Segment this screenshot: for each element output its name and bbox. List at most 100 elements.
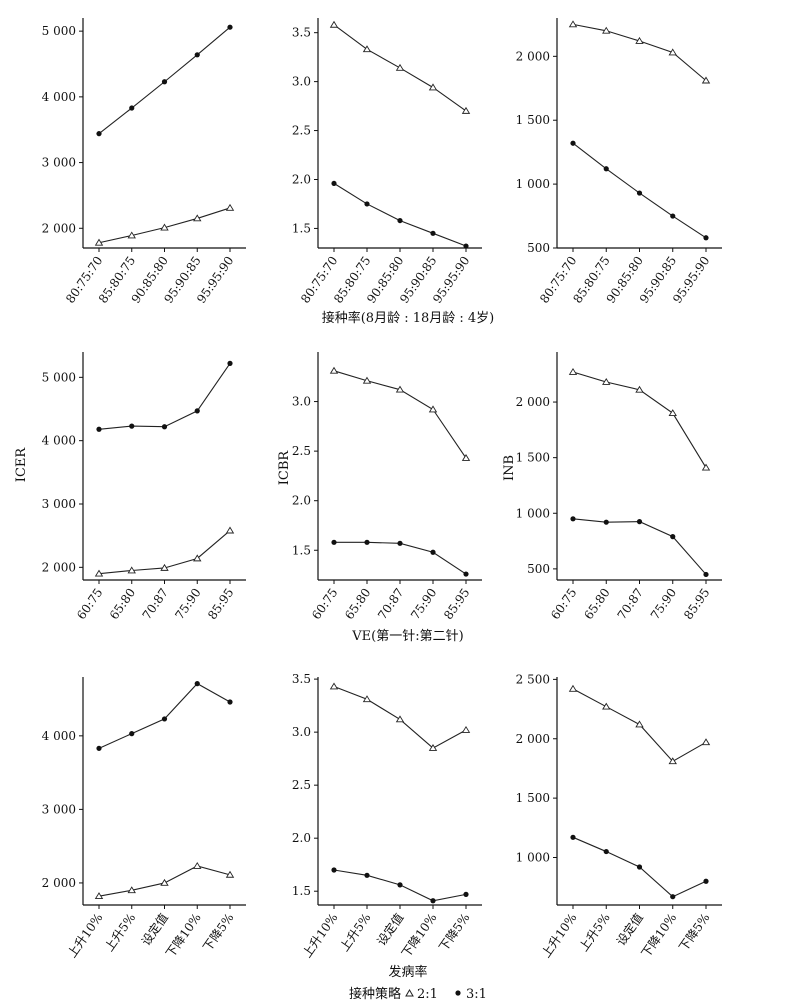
series-line-3-1 <box>98 363 231 430</box>
x-tick-label: 上升5% <box>102 911 138 954</box>
data-point-2-1 <box>160 223 169 231</box>
data-point-2-1 <box>362 695 372 703</box>
y-tick-label: 2 000 <box>516 49 550 63</box>
data-point-3-1 <box>161 716 168 722</box>
y-tick-label: 5 000 <box>42 370 76 384</box>
y-tick-label: 1 500 <box>516 791 550 805</box>
y-tick-label: 4 000 <box>42 434 76 448</box>
data-point-3-1 <box>570 516 576 522</box>
data-point-2-1 <box>428 405 438 413</box>
x-tick-label: 65:80 <box>107 586 138 622</box>
x-tick-label: 85:95 <box>205 586 236 622</box>
data-point-3-1 <box>670 894 676 900</box>
data-point-2-1 <box>635 36 644 44</box>
x-tick-label: 下降5% <box>436 911 472 954</box>
x-tick-label: 65:80 <box>581 586 612 622</box>
x-tick-label: 60:75 <box>309 586 340 622</box>
x-tick-label: 70:87 <box>615 586 646 622</box>
data-point-3-1 <box>703 235 709 241</box>
row-label-vaccination-rate: 接种率(8月龄 : 18月龄 : 4岁) <box>322 310 495 326</box>
data-point-2-1 <box>395 63 405 71</box>
y-tick-label: 1.5 <box>292 884 311 898</box>
data-point-2-1 <box>160 563 169 571</box>
data-point-2-1 <box>602 26 611 34</box>
data-point-3-1 <box>430 549 436 555</box>
data-point-2-1 <box>362 376 372 384</box>
y-tick-label: 2 000 <box>516 732 550 746</box>
data-point-2-1 <box>94 892 104 900</box>
data-point-3-1 <box>364 201 370 207</box>
data-point-2-1 <box>701 463 711 471</box>
data-point-2-1 <box>428 743 438 751</box>
y-tick-label: 2.5 <box>292 124 311 138</box>
data-point-3-1 <box>670 213 676 219</box>
x-tick-label: 60:75 <box>548 586 579 622</box>
legend-triangle-icon <box>405 989 414 997</box>
data-point-3-1 <box>129 423 135 429</box>
y-tick-label: 2 000 <box>516 395 550 409</box>
y-tick-label: 2 000 <box>42 876 76 890</box>
data-point-3-1 <box>397 217 403 224</box>
data-point-3-1 <box>670 534 676 540</box>
data-point-3-1 <box>161 79 168 85</box>
data-point-2-1 <box>395 715 405 723</box>
legend: 接种策略 2:1 3:1 <box>349 986 487 1002</box>
data-point-3-1 <box>703 878 709 884</box>
y-tick-label: 2.5 <box>292 778 311 792</box>
x-tick-label: 上升10% <box>300 911 341 961</box>
y-tick-label: 1 000 <box>516 851 550 865</box>
panel-r2-c1: 2 000 3 000 4 000 5 000 60:75 65:80 70:87 75:90… <box>42 352 246 622</box>
data-point-3-1 <box>227 699 233 705</box>
y-tick-label: 2.0 <box>292 172 311 186</box>
data-point-2-1 <box>94 238 104 246</box>
data-point-2-1 <box>701 738 711 746</box>
data-point-3-1 <box>463 891 469 897</box>
data-point-3-1 <box>430 898 436 904</box>
x-tick-label: 上升5% <box>337 911 373 954</box>
y-tick-label: 2.0 <box>292 494 311 508</box>
y-tick-label: 2.5 <box>292 444 311 458</box>
data-point-2-1 <box>193 214 202 222</box>
data-point-3-1 <box>397 540 403 546</box>
data-point-3-1 <box>96 745 102 751</box>
y-tick-label: 1 000 <box>516 177 550 191</box>
data-point-3-1 <box>331 539 337 545</box>
data-point-2-1 <box>329 682 339 690</box>
y-tick-label: 500 <box>527 241 550 255</box>
x-tick-label: 设定值 <box>138 910 171 948</box>
y-tick-label: 2 500 <box>516 672 550 686</box>
y-tick-label: 4 000 <box>42 729 76 743</box>
legend-label-3-1: 3:1 <box>466 987 487 1002</box>
x-tick-label: 70:87 <box>140 586 171 622</box>
data-point-2-1 <box>635 720 644 728</box>
data-point-2-1 <box>225 203 235 211</box>
legend-label-2-1: 2:1 <box>417 987 438 1002</box>
data-point-3-1 <box>129 731 135 737</box>
series-line-2-1 <box>333 370 467 459</box>
data-point-3-1 <box>331 867 337 873</box>
x-tick-label: 70:87 <box>375 586 406 622</box>
data-point-2-1 <box>225 870 235 878</box>
y-tick-label: 3 000 <box>42 156 76 170</box>
series-line-2-1 <box>572 23 707 82</box>
x-tick-label: 设定值 <box>374 910 407 948</box>
data-point-3-1 <box>194 681 200 687</box>
series-line-3-1 <box>98 682 231 749</box>
data-point-3-1 <box>96 426 102 432</box>
y-tick-label: 1.5 <box>292 543 311 557</box>
data-point-3-1 <box>603 166 609 172</box>
data-point-2-1 <box>127 231 136 239</box>
y-tick-label: 1 500 <box>516 451 550 465</box>
y-tick-label: 3.5 <box>292 672 311 686</box>
data-point-3-1 <box>570 140 576 146</box>
x-tick-label: 上升10% <box>539 911 580 961</box>
y-tick-label: 5 000 <box>42 24 76 38</box>
data-point-2-1 <box>635 385 644 393</box>
y-tick-label: 4 000 <box>42 90 76 104</box>
data-point-2-1 <box>193 861 202 869</box>
data-point-3-1 <box>430 230 436 236</box>
y-tick-label: 2 000 <box>42 560 76 574</box>
x-tick-label: 下降5% <box>200 911 236 954</box>
